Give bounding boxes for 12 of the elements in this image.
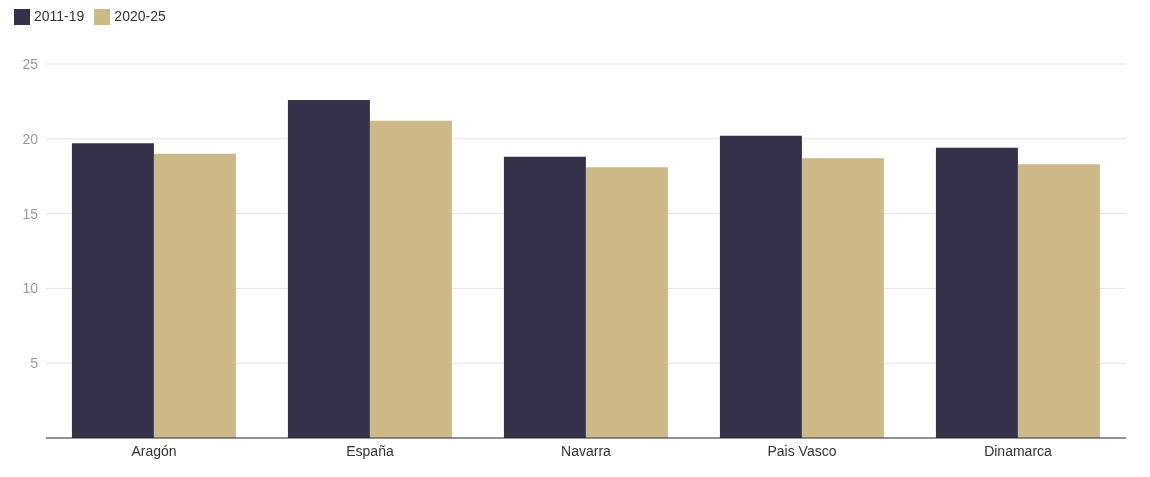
- x-tick-label: España: [346, 442, 394, 459]
- y-tick-label: 15: [22, 205, 39, 222]
- legend-label: 2020-25: [114, 8, 166, 24]
- legend-label: 2011-19: [34, 8, 85, 24]
- x-tick-label: Navarra: [561, 442, 612, 459]
- y-tick-label: 5: [30, 355, 39, 372]
- x-tick-label: Dinamarca: [984, 442, 1053, 459]
- y-tick-label: 20: [22, 130, 39, 147]
- x-tick-label: Pais Vasco: [767, 442, 837, 459]
- x-tick-label: Aragón: [131, 442, 177, 459]
- y-tick-label: 25: [22, 55, 39, 72]
- y-tick-label: 10: [22, 280, 39, 297]
